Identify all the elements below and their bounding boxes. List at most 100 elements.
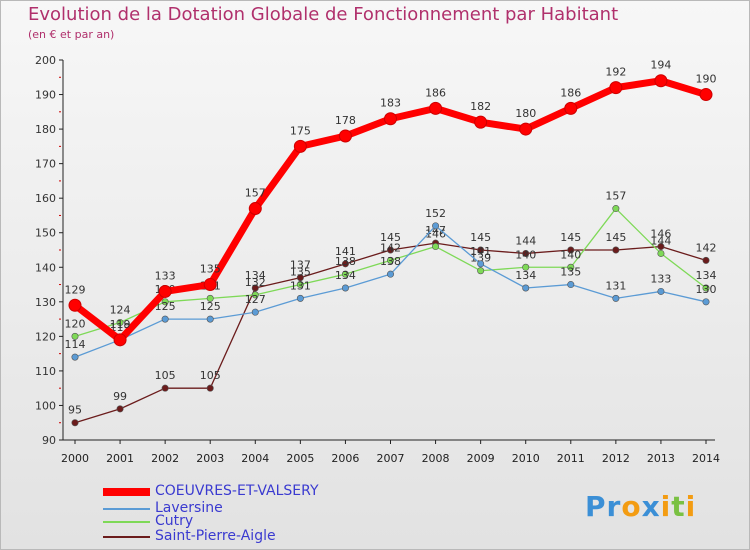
data-point bbox=[296, 274, 304, 282]
data-label: 144 bbox=[515, 234, 536, 247]
data-label: 135 bbox=[560, 266, 581, 279]
data-label: 145 bbox=[605, 231, 626, 244]
data-point bbox=[71, 419, 79, 427]
data-point bbox=[702, 256, 710, 264]
data-label: 134 bbox=[245, 269, 266, 282]
logo-letter: t bbox=[671, 490, 686, 523]
x-tick-label: 2011 bbox=[557, 452, 585, 465]
data-label: 145 bbox=[380, 231, 401, 244]
data-label: 135 bbox=[200, 263, 221, 276]
data-label: 105 bbox=[155, 369, 176, 382]
data-label: 145 bbox=[470, 231, 491, 244]
logo-letter: P bbox=[585, 490, 607, 523]
y-tick-label: 160 bbox=[35, 192, 56, 205]
data-label: 157 bbox=[245, 187, 266, 200]
data-point bbox=[161, 384, 169, 392]
data-point bbox=[248, 202, 262, 216]
data-label: 146 bbox=[650, 228, 671, 241]
data-label: 114 bbox=[65, 338, 86, 351]
x-tick-label: 2003 bbox=[196, 452, 224, 465]
data-point bbox=[612, 246, 620, 254]
data-point bbox=[519, 122, 533, 136]
y-tick-label: 170 bbox=[35, 158, 56, 171]
data-label: 134 bbox=[335, 269, 356, 282]
x-tick-label: 2007 bbox=[377, 452, 405, 465]
data-point bbox=[113, 333, 127, 347]
data-point bbox=[654, 74, 668, 88]
data-label: 140 bbox=[560, 248, 581, 261]
data-label: 134 bbox=[515, 269, 536, 282]
y-tick-label: 130 bbox=[35, 296, 56, 309]
data-point bbox=[341, 284, 349, 292]
x-tick-label: 2006 bbox=[331, 452, 359, 465]
data-point bbox=[477, 267, 485, 275]
data-label: 142 bbox=[696, 241, 717, 254]
legend-label: COEUVRES-ET-VALSERY bbox=[155, 483, 319, 499]
data-point bbox=[296, 294, 304, 302]
data-label: 186 bbox=[425, 86, 446, 99]
x-tick-label: 2010 bbox=[512, 452, 540, 465]
x-tick-label: 2005 bbox=[286, 452, 314, 465]
logo-letter: r bbox=[606, 490, 622, 523]
data-point bbox=[386, 270, 394, 278]
data-point bbox=[251, 291, 259, 299]
data-label: 133 bbox=[155, 269, 176, 282]
data-label: 190 bbox=[696, 73, 717, 86]
data-label: 137 bbox=[290, 259, 311, 272]
proxiti-logo: Proxiti bbox=[585, 490, 696, 523]
data-point bbox=[386, 246, 394, 254]
data-point bbox=[477, 246, 485, 254]
data-point bbox=[657, 249, 665, 257]
data-point bbox=[251, 284, 259, 292]
data-point bbox=[474, 115, 488, 129]
data-point bbox=[161, 315, 169, 323]
data-label: 138 bbox=[380, 255, 401, 268]
data-label: 183 bbox=[380, 97, 401, 110]
data-point bbox=[702, 298, 710, 306]
x-tick-label: 2008 bbox=[422, 452, 450, 465]
x-tick-label: 2000 bbox=[61, 452, 89, 465]
data-point bbox=[702, 284, 710, 292]
x-tick-label: 2001 bbox=[106, 452, 134, 465]
data-point bbox=[71, 332, 79, 340]
y-tick-label: 100 bbox=[35, 399, 56, 412]
data-label: 129 bbox=[65, 283, 86, 296]
data-point bbox=[567, 246, 575, 254]
data-point bbox=[116, 405, 124, 413]
data-point bbox=[386, 256, 394, 264]
x-tick-label: 2009 bbox=[467, 452, 495, 465]
y-tick-label: 180 bbox=[35, 123, 56, 136]
data-point bbox=[341, 270, 349, 278]
y-tick-label: 140 bbox=[35, 261, 56, 274]
data-point bbox=[699, 88, 713, 102]
legend-label: Cutry bbox=[155, 513, 194, 529]
chart-title: Evolution de la Dotation Globale de Fonc… bbox=[28, 4, 619, 25]
data-point bbox=[71, 353, 79, 361]
data-label: 130 bbox=[696, 283, 717, 296]
x-tick-label: 2012 bbox=[602, 452, 630, 465]
y-tick-label: 190 bbox=[35, 89, 56, 102]
data-point bbox=[161, 298, 169, 306]
data-label: 186 bbox=[560, 86, 581, 99]
data-label: 175 bbox=[290, 124, 311, 137]
data-point bbox=[522, 249, 530, 257]
data-label: 131 bbox=[290, 279, 311, 292]
legend-label: Saint-Pierre-Aigle bbox=[155, 528, 276, 544]
data-point bbox=[338, 129, 352, 143]
data-point bbox=[612, 205, 620, 213]
data-label: 145 bbox=[560, 231, 581, 244]
data-point bbox=[564, 101, 578, 115]
data-point bbox=[296, 281, 304, 289]
data-label: 132 bbox=[245, 276, 266, 289]
data-label: 135 bbox=[290, 266, 311, 279]
y-tick-label: 120 bbox=[35, 330, 56, 343]
data-point bbox=[477, 260, 485, 268]
data-point bbox=[203, 278, 217, 292]
data-label: 142 bbox=[380, 241, 401, 254]
data-label: 125 bbox=[200, 300, 221, 313]
x-tick-label: 2002 bbox=[151, 452, 179, 465]
data-point bbox=[567, 263, 575, 271]
data-label: 99 bbox=[113, 390, 127, 403]
